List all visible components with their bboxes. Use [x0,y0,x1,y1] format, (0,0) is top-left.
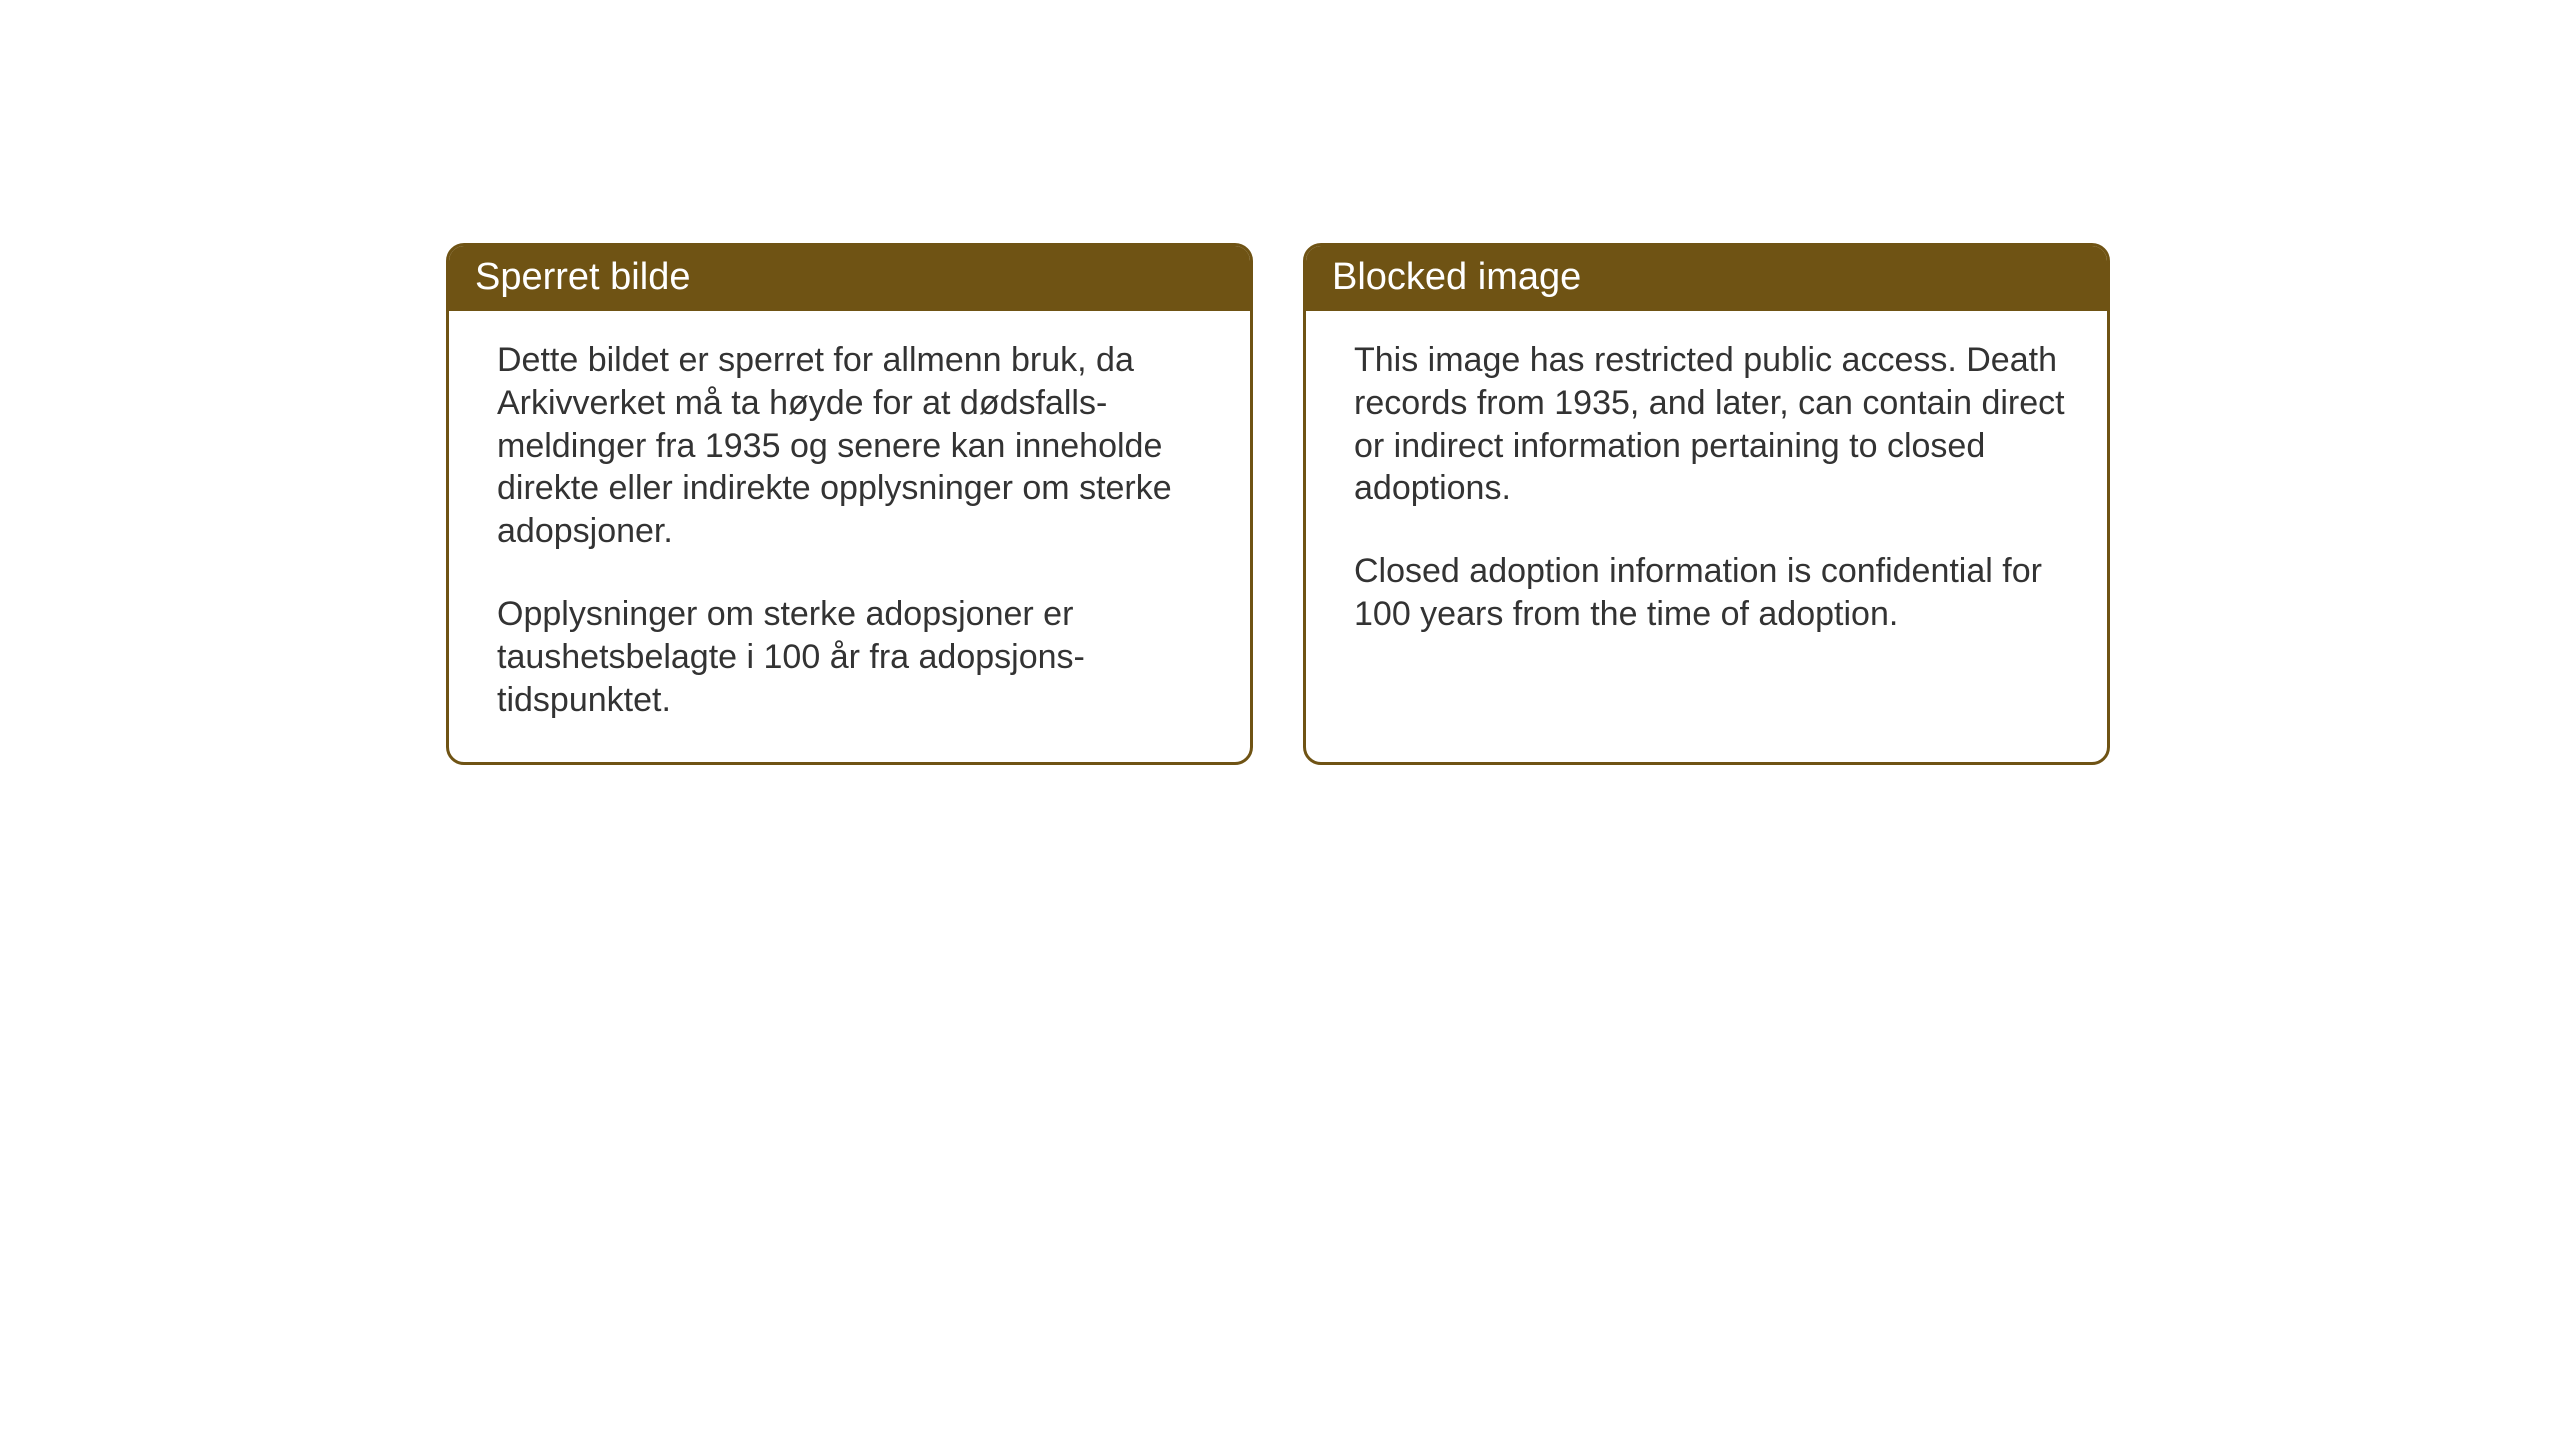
notice-card-english: Blocked image This image has restricted … [1303,243,2110,765]
card-header-english: Blocked image [1306,246,2107,311]
card-title: Blocked image [1332,256,1581,298]
card-title: Sperret bilde [475,256,690,298]
paragraph-text: Dette bildet er sperret for allmenn bruk… [497,339,1208,553]
notice-container: Sperret bilde Dette bildet er sperret fo… [446,243,2110,765]
paragraph-text: This image has restricted public access.… [1354,339,2065,510]
paragraph-text: Opplysninger om sterke adopsjoner er tau… [497,593,1208,721]
paragraph-text: Closed adoption information is confident… [1354,550,2065,636]
notice-card-norwegian: Sperret bilde Dette bildet er sperret fo… [446,243,1253,765]
card-body-norwegian: Dette bildet er sperret for allmenn bruk… [449,311,1250,762]
card-body-english: This image has restricted public access.… [1306,311,2107,676]
card-header-norwegian: Sperret bilde [449,246,1250,311]
